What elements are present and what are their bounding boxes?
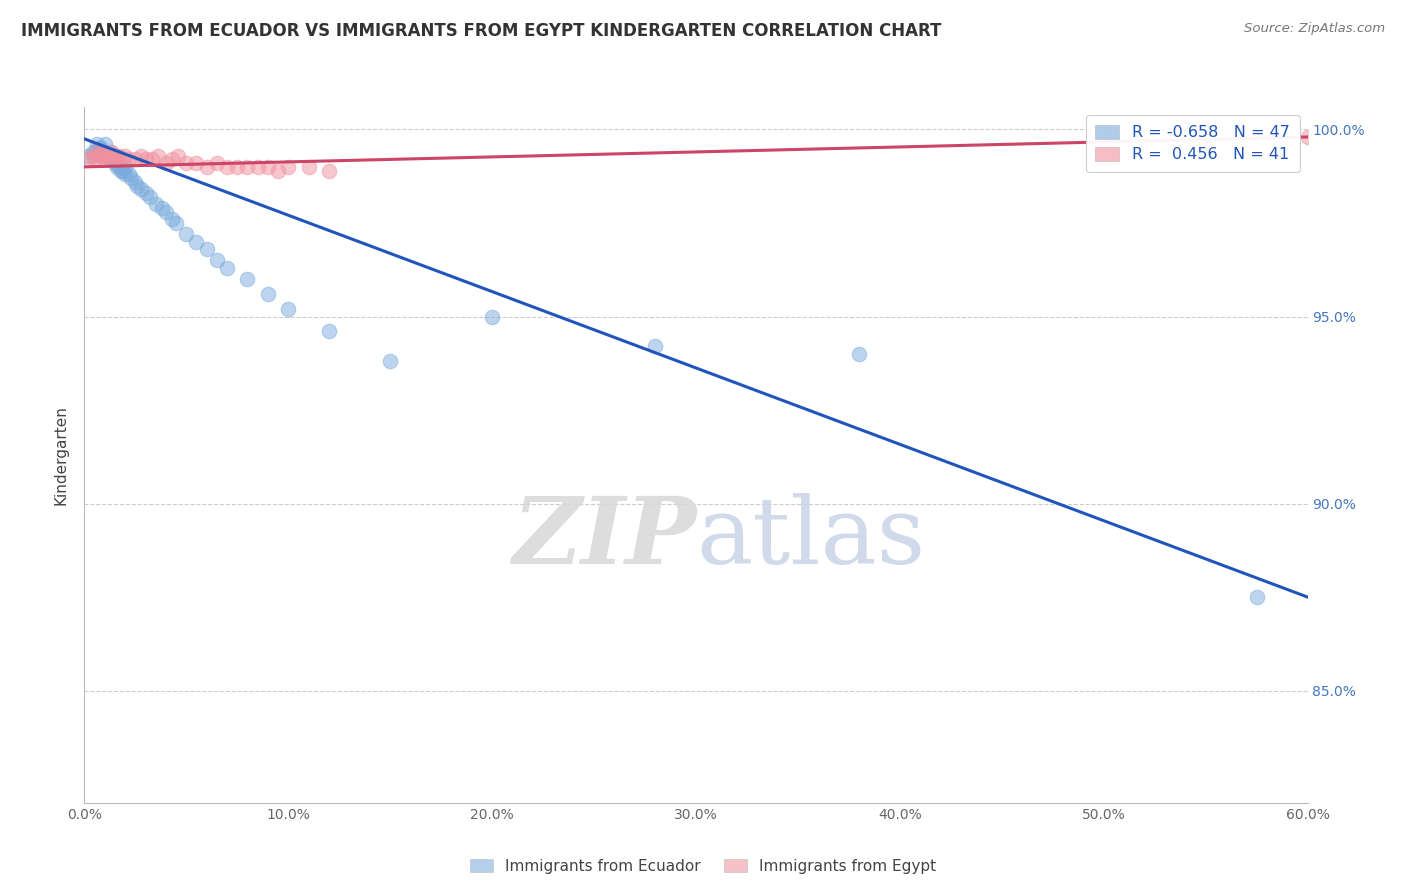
Point — [108, 149, 131, 163]
Point — [110, 153, 132, 167]
Point — [104, 156, 127, 170]
Point — [118, 167, 141, 181]
Point — [277, 301, 299, 316]
Point — [108, 160, 131, 174]
Point — [135, 186, 157, 200]
Point — [267, 163, 290, 178]
Point — [146, 149, 169, 163]
Point — [93, 137, 117, 152]
Point — [110, 163, 132, 178]
Point — [118, 153, 141, 167]
Point — [104, 149, 127, 163]
Text: Source: ZipAtlas.com: Source: ZipAtlas.com — [1244, 22, 1385, 36]
Legend: Immigrants from Ecuador, Immigrants from Egypt: Immigrants from Ecuador, Immigrants from… — [464, 853, 942, 880]
Point — [1195, 134, 1218, 148]
Point — [145, 197, 167, 211]
Text: IMMIGRANTS FROM ECUADOR VS IMMIGRANTS FROM EGYPT KINDERGARTEN CORRELATION CHART: IMMIGRANTS FROM ECUADOR VS IMMIGRANTS FR… — [21, 22, 942, 40]
Point — [135, 153, 157, 167]
Point — [77, 153, 100, 167]
Point — [100, 145, 122, 159]
Point — [155, 204, 177, 219]
Point — [91, 145, 114, 159]
Point — [96, 149, 118, 163]
Point — [246, 160, 269, 174]
Point — [195, 160, 218, 174]
Point — [257, 287, 280, 301]
Point — [114, 167, 136, 181]
Point — [195, 242, 218, 256]
Point — [97, 153, 120, 167]
Legend: R = -0.658   N = 47, R =  0.456   N = 41: R = -0.658 N = 47, R = 0.456 N = 41 — [1085, 115, 1299, 172]
Point — [83, 145, 105, 159]
Point — [114, 160, 136, 174]
Point — [91, 145, 114, 159]
Point — [205, 156, 228, 170]
Point — [97, 149, 120, 163]
Point — [112, 163, 135, 178]
Point — [87, 141, 110, 155]
Point — [86, 145, 108, 159]
Point — [217, 260, 239, 275]
Point — [205, 253, 228, 268]
Point — [217, 160, 239, 174]
Point — [176, 227, 198, 242]
Point — [131, 182, 153, 196]
Point — [124, 153, 146, 167]
Point — [105, 149, 128, 163]
Point — [77, 149, 100, 163]
Point — [644, 339, 666, 353]
Point — [848, 347, 870, 361]
Text: atlas: atlas — [696, 493, 925, 583]
Point — [150, 201, 173, 215]
Point — [101, 153, 124, 167]
Point — [160, 153, 183, 167]
Point — [87, 149, 110, 163]
Point — [82, 149, 104, 163]
Point — [86, 137, 108, 152]
Point — [82, 145, 104, 159]
Point — [257, 160, 280, 174]
Point — [165, 216, 187, 230]
Point — [236, 160, 259, 174]
Point — [101, 149, 124, 163]
Text: ZIP: ZIP — [512, 493, 696, 583]
Point — [90, 141, 112, 155]
Point — [236, 272, 259, 286]
Point — [155, 156, 177, 170]
Point — [120, 171, 142, 186]
Point — [138, 190, 160, 204]
Point — [277, 160, 299, 174]
Point — [176, 156, 198, 170]
Point — [380, 354, 402, 368]
Point — [167, 149, 190, 163]
Point — [160, 212, 183, 227]
Point — [318, 163, 340, 178]
Point — [93, 149, 117, 163]
Point — [131, 149, 153, 163]
Y-axis label: Kindergarten: Kindergarten — [53, 405, 69, 505]
Point — [83, 153, 105, 167]
Point — [96, 149, 118, 163]
Point — [226, 160, 249, 174]
Point — [186, 156, 208, 170]
Point — [100, 145, 122, 159]
Point — [318, 325, 340, 339]
Point — [1296, 130, 1319, 145]
Point — [114, 149, 136, 163]
Point — [141, 153, 163, 167]
Point — [298, 160, 321, 174]
Point — [105, 160, 128, 174]
Point — [481, 310, 503, 324]
Point — [93, 153, 117, 167]
Point — [104, 153, 127, 167]
Point — [127, 178, 149, 193]
Point — [124, 175, 146, 189]
Point — [1246, 590, 1268, 604]
Point — [186, 235, 208, 249]
Point — [90, 149, 112, 163]
